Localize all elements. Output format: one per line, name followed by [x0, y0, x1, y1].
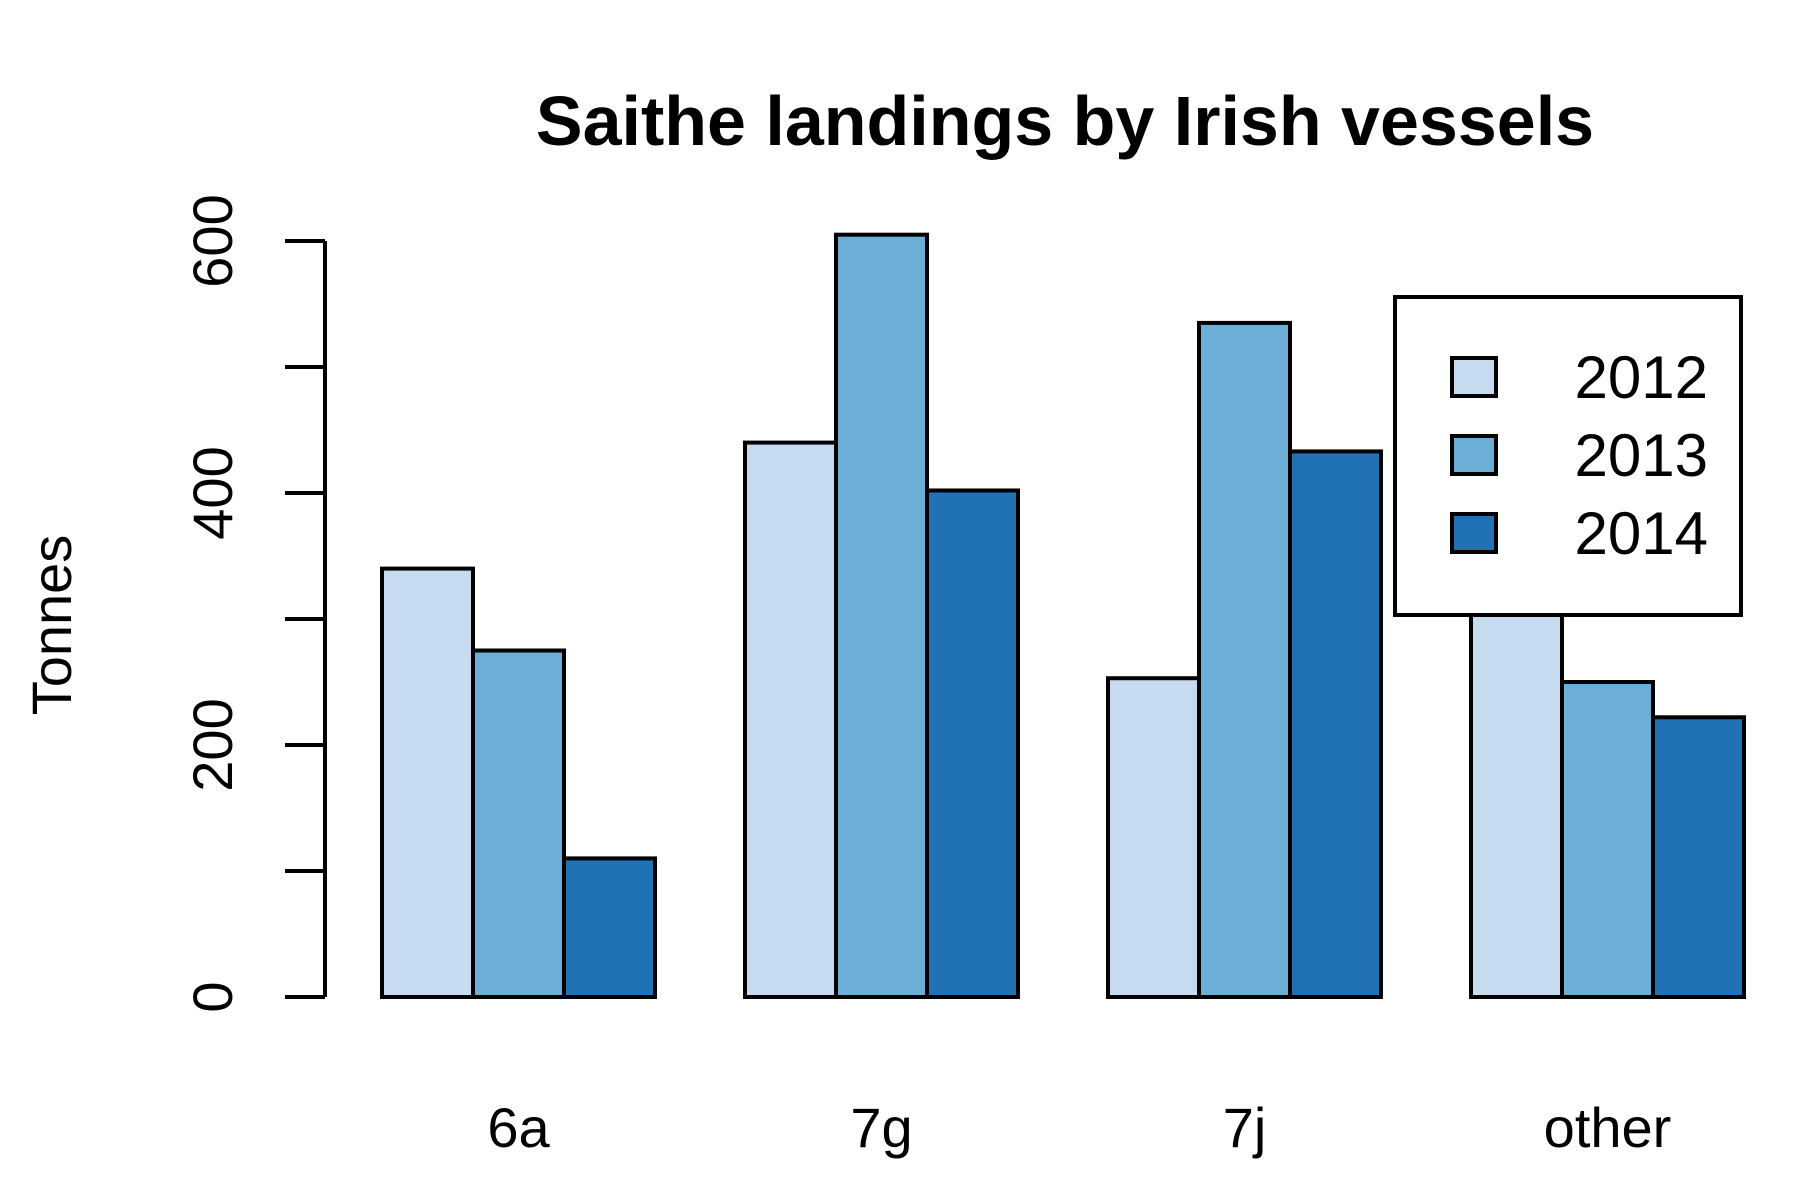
bars: [380, 232, 1746, 1000]
x-tick-label: 7j: [1223, 1096, 1267, 1159]
bar-6a-2013: [471, 648, 566, 999]
bar-7j-2014: [1288, 449, 1383, 1000]
y-tick-label: 0: [181, 981, 244, 1012]
y-axis-label: Tonnes: [20, 535, 83, 716]
y-tick-label: 400: [181, 446, 244, 539]
x-tick-label: 6a: [487, 1096, 550, 1159]
bar-7j-2012: [1106, 676, 1201, 999]
chart-title: Saithe landings by Irish vessels: [536, 82, 1594, 160]
x-tick-label: 7g: [850, 1096, 912, 1159]
x-axis-labels: 6a 7g 7j other: [487, 1096, 1671, 1159]
legend-swatch-2013: [1450, 434, 1498, 476]
bar-other-2013: [1560, 680, 1655, 999]
bar-7j-2013: [1197, 320, 1292, 999]
legend-label: 2014: [1575, 500, 1708, 567]
legend: 2012 2013 2014: [1393, 295, 1743, 617]
bar-7g-2014: [925, 488, 1020, 999]
bar-7g-2013: [834, 232, 929, 999]
bar-6a-2014: [562, 856, 657, 1000]
legend-swatch-2012: [1450, 356, 1498, 398]
bar-other-2014: [1651, 715, 1746, 1000]
legend-label: 2013: [1575, 422, 1708, 489]
bar-7g-2012: [743, 440, 838, 1000]
bar-6a-2012: [380, 566, 475, 999]
y-tick-label: 200: [181, 698, 244, 791]
y-axis: 0 200 400 600: [181, 194, 327, 1013]
legend-label: 2012: [1575, 344, 1708, 411]
x-tick-label: other: [1544, 1096, 1672, 1159]
y-tick-label: 600: [181, 194, 244, 287]
legend-swatch-2014: [1450, 512, 1498, 554]
